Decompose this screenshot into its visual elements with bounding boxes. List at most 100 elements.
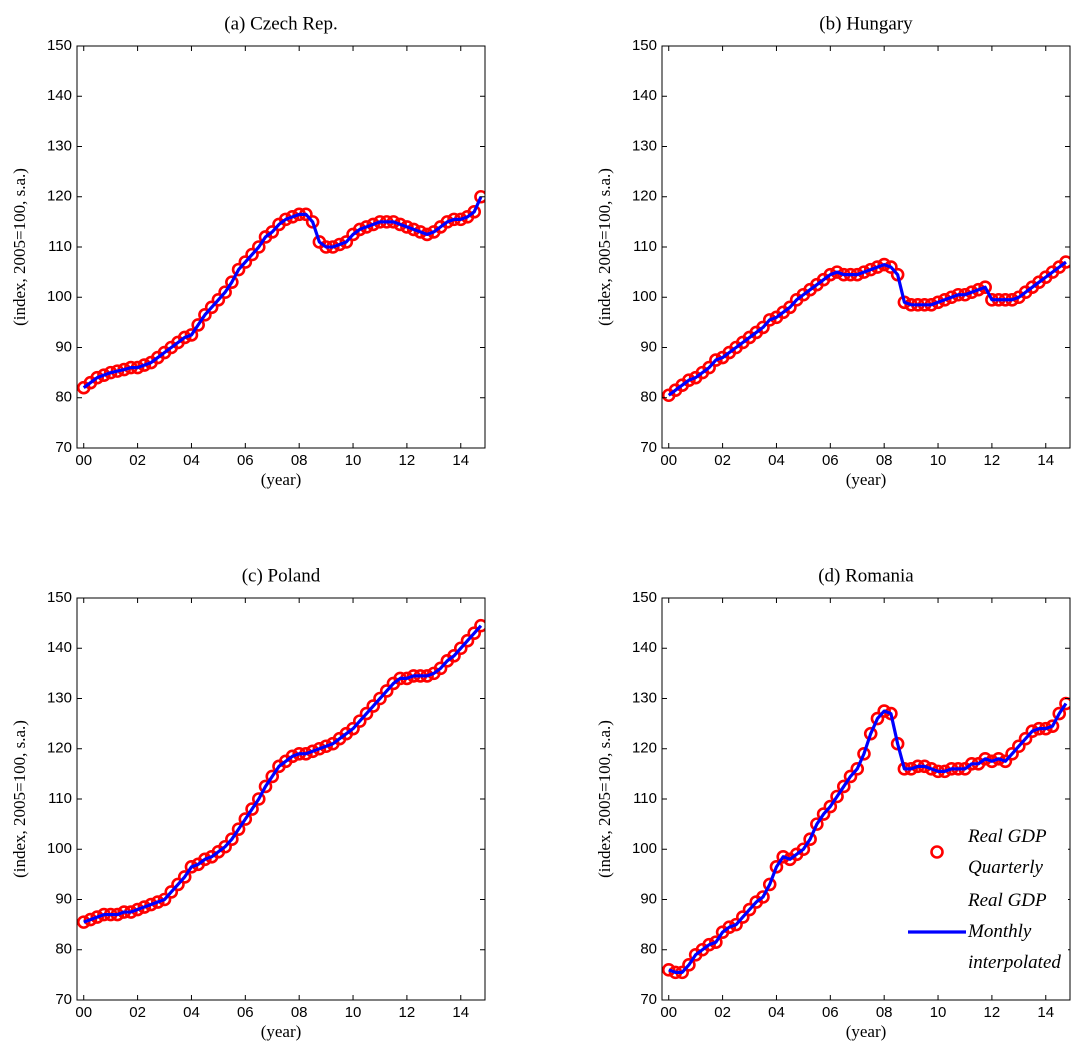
legend: Real GDP Quarterly Real GDP Monthly inter… (906, 821, 1068, 980)
plot-background (77, 598, 485, 1000)
y-tick-label: 130 (47, 137, 72, 154)
data-point (352, 222, 367, 237)
data-point (278, 212, 293, 227)
data-point (850, 762, 865, 776)
legend-marker (930, 845, 944, 859)
x-tick-label: 14 (452, 452, 469, 469)
data-point (816, 807, 831, 821)
data-point (877, 704, 891, 718)
plot-background (662, 46, 1070, 448)
x-tick-label: 12 (399, 1004, 416, 1021)
legend-item: Real GDP Monthly interpolated (906, 885, 1068, 978)
data-point (762, 313, 777, 327)
data-point (991, 751, 1006, 766)
y-tick-label: 140 (632, 639, 657, 656)
x-tick-label: 08 (876, 452, 893, 469)
data-point (453, 641, 468, 656)
x-tick-label: 08 (876, 1004, 893, 1021)
data-point (709, 353, 723, 367)
legend-item: Real GDP Quarterly (906, 821, 1068, 883)
y-tick-label: 130 (632, 689, 657, 706)
data-point (836, 779, 851, 794)
data-point (211, 292, 226, 307)
data-point (97, 368, 111, 382)
y-tick-label: 100 (632, 840, 657, 857)
data-point (406, 222, 421, 237)
plot-area (662, 696, 1070, 980)
data-point (177, 870, 192, 884)
data-point (184, 328, 199, 342)
data-point (319, 739, 333, 754)
data-point (245, 247, 259, 262)
y-axis-label: (index, 2005=100, s.a.) (595, 720, 614, 878)
y-tick-label: 130 (47, 689, 72, 706)
x-tick-label: 10 (930, 452, 947, 469)
x-axis-label: (year) (261, 470, 302, 489)
x-axis-label: (year) (846, 470, 887, 489)
data-point (1018, 731, 1033, 746)
y-tick-label: 70 (640, 991, 657, 1008)
data-point (682, 373, 696, 387)
data-point (251, 240, 266, 254)
data-point (1045, 719, 1060, 733)
data-point (1059, 255, 1070, 269)
data-point (467, 205, 482, 219)
y-tick-label: 110 (633, 790, 657, 807)
x-tick-label: 00 (75, 1004, 92, 1021)
y-tick-label: 70 (640, 439, 657, 456)
data-point (305, 744, 320, 759)
data-point (312, 741, 327, 756)
x-tick-label: 12 (984, 1004, 1001, 1021)
data-point (830, 265, 844, 279)
y-tick-label: 80 (640, 389, 657, 406)
y-tick-label: 80 (640, 941, 657, 958)
x-tick-label: 10 (345, 452, 362, 469)
data-point (413, 225, 428, 239)
legend-label: Real GDP Quarterly (968, 826, 1047, 878)
data-point (682, 958, 696, 972)
x-tick-label: 00 (660, 452, 677, 469)
x-tick-label: 06 (237, 452, 254, 469)
chart-title: (d) Romania (818, 565, 914, 586)
data-point (460, 633, 475, 648)
y-tick-label: 100 (47, 288, 72, 305)
data-point (231, 822, 246, 836)
chart-title: (b) Hungary (819, 13, 913, 34)
x-tick-label: 14 (1037, 452, 1054, 469)
x-tick-label: 04 (768, 452, 785, 469)
data-point (830, 789, 844, 804)
data-point (225, 275, 239, 289)
data-point (238, 255, 253, 269)
data-line (83, 624, 483, 924)
data-point (971, 282, 986, 297)
data-point (843, 769, 858, 784)
legend-symbol (930, 845, 944, 859)
data-point (756, 890, 770, 904)
data-point (265, 769, 280, 784)
data-point (863, 262, 878, 277)
y-tick-label: 120 (47, 188, 72, 205)
data-point (440, 215, 455, 229)
data-point (150, 895, 165, 909)
y-tick-label: 110 (48, 790, 72, 807)
data-point (218, 285, 232, 300)
data-point (937, 292, 952, 307)
data-point (796, 842, 811, 857)
data-point (225, 832, 239, 847)
data-point (191, 318, 205, 332)
y-tick-label: 120 (632, 188, 657, 205)
data-point (884, 260, 898, 274)
data-point (870, 711, 885, 726)
data-point (218, 839, 232, 854)
data-point (769, 860, 784, 874)
data-point (251, 792, 266, 806)
data-point (130, 902, 145, 917)
data-point (985, 754, 999, 769)
data-point (474, 189, 485, 204)
data-point (400, 220, 414, 234)
data-point (1025, 724, 1040, 738)
x-tick-label: 02 (714, 1004, 731, 1021)
y-tick-label: 140 (632, 87, 657, 104)
data-point (265, 225, 280, 239)
data-point (762, 877, 777, 892)
